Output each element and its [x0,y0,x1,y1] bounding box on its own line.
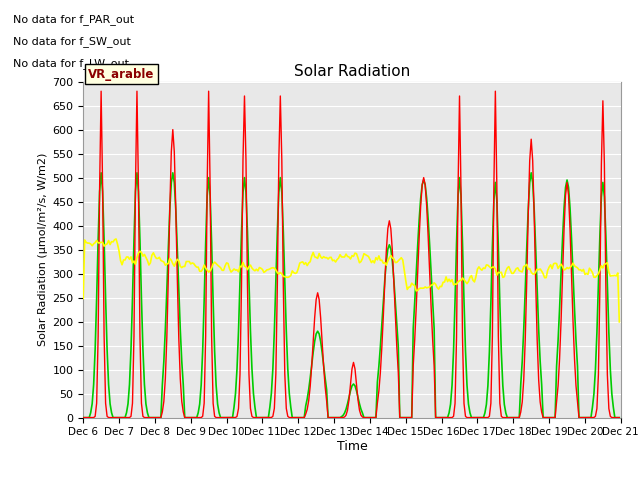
Text: No data for f_LW_out: No data for f_LW_out [13,58,129,69]
Text: No data for f_SW_out: No data for f_SW_out [13,36,131,47]
X-axis label: Time: Time [337,440,367,453]
Text: No data for f_PAR_out: No data for f_PAR_out [13,14,134,25]
Title: Solar Radiation: Solar Radiation [294,64,410,79]
Y-axis label: Solar Radiation (μmol/m²/s, W/m2): Solar Radiation (μmol/m²/s, W/m2) [38,153,48,346]
Text: VR_arable: VR_arable [88,68,155,81]
